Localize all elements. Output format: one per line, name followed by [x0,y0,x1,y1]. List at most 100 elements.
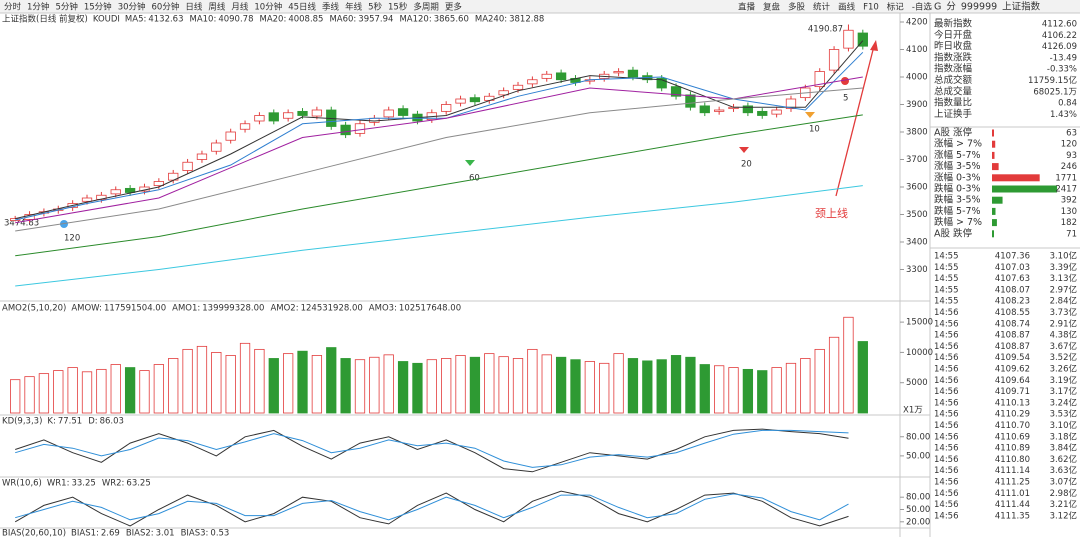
candle-body [297,110,308,116]
volume-bar [182,348,193,414]
candle-body [153,181,164,187]
toolbar-button[interactable]: F10 [863,3,879,13]
volume-bar [627,358,639,414]
tick-amount: 3.26亿 [1050,364,1077,375]
stat-value: 4126.09 [1042,42,1077,52]
period-tab[interactable]: 5秒 [368,2,382,13]
toolbar-button[interactable]: 统计 [813,2,831,13]
period-tab[interactable]: 更多 [445,2,463,13]
legend-value: 0.53 [210,529,229,537]
tick-time: 14:55 [934,263,959,273]
period-tab[interactable]: 月线 [231,2,249,13]
period-tab[interactable]: 周线 [208,2,226,13]
dist-label: 跌幅 5-7% [934,205,981,217]
toolbar-button[interactable]: 直播 [738,2,756,13]
volume-bar [383,354,394,414]
period-tab[interactable]: 1分钟 [27,2,49,13]
period-tab[interactable]: 45日线 [288,2,316,13]
indicator-line [15,429,849,468]
legend-value: 86.03 [100,417,124,427]
tick-price: 4110.29 [995,410,1030,420]
period-tab[interactable]: 季线 [322,2,340,13]
toolbar-button[interactable]: -自选 [912,2,933,13]
tick-amount: 3.62亿 [1050,454,1077,465]
period-tab[interactable]: 15分钟 [84,2,112,13]
tick-time: 14:56 [934,489,959,499]
tick-time: 14:56 [934,376,959,386]
tick-price: 4107.36 [995,252,1030,262]
candle-body [857,32,868,47]
period-label: 10 [809,125,820,135]
candle-body [742,105,754,114]
tick-price: 4111.44 [995,500,1030,510]
stat-label: 总成交额 [934,74,973,86]
tick-amount: 3.21亿 [1050,499,1077,510]
toolbar-button[interactable]: 多股 [788,2,806,13]
period-tab[interactable]: 10分钟 [254,2,282,13]
legend-name: MA10: [190,15,217,25]
tick-price: 4108.74 [995,319,1030,329]
candle-body [441,104,452,112]
dist-count: 246 [1061,162,1077,172]
period-label: 20 [741,160,752,170]
volume-bar [254,348,265,414]
tick-amount: 3.67亿 [1050,341,1077,352]
candle-body [541,73,552,79]
candle-body [268,112,279,122]
marker [805,112,815,118]
tick-amount: 3.07亿 [1050,477,1077,488]
volume-bar [613,353,624,414]
period-tab[interactable]: 分时 [4,2,22,13]
stat-label: 指数涨幅 [934,63,973,75]
ma-line [15,114,863,257]
volume-bar [656,359,667,414]
candle-body [211,142,222,152]
period-tab[interactable]: 30分钟 [118,2,146,13]
tick-amount: 3.10亿 [1050,251,1077,262]
tick-time: 14:56 [934,319,959,329]
y-tick-label: 3400 [906,238,928,248]
tick-price: 4110.13 [995,398,1030,408]
tick-time: 14:56 [934,478,959,488]
legend-value: 77.51 [58,417,82,427]
tick-price: 4110.70 [995,421,1030,431]
period-tab[interactable]: 15秒 [388,2,408,13]
y-tick-label: 4100 [906,45,928,55]
legend-value: 3812.88 [509,15,544,25]
volume-bar [397,361,409,414]
period-tab[interactable]: 年线 [345,2,363,13]
tick-amount: 2.98亿 [1050,488,1077,499]
dist-count: 182 [1061,218,1077,228]
legend-name: MA120: [399,15,431,25]
dist-count: 63 [1066,129,1077,139]
period-tab[interactable]: 60分钟 [152,2,180,13]
tick-amount: 3.19亿 [1050,375,1077,386]
panel-title: KD(9,3,3) [2,417,42,427]
volume-bar [742,368,754,414]
volume-bar [728,367,739,414]
candle-body [555,72,567,81]
period-tab[interactable]: 日线 [185,2,203,13]
period-tab[interactable]: 多周期 [413,2,439,13]
volume-bar [843,316,854,414]
candle-body [254,115,265,122]
toolbar-button[interactable]: 标记 [887,2,905,13]
dist-bar [992,207,996,215]
toolbar-button[interactable]: 画线 [838,2,856,13]
toolbar-button[interactable]: 复盘 [763,2,781,13]
tick-time: 14:56 [934,353,959,363]
dist-label: A股 跌停 [934,227,973,239]
ma-line [15,87,863,232]
marker [841,77,849,85]
stat-value: 11759.15亿 [1028,75,1077,86]
y-tick-label: 50.00 [906,451,930,461]
y-tick-label: 5000 [906,378,928,388]
tick-time: 14:56 [934,432,959,442]
dist-bar [992,174,1040,182]
tick-price: 4108.87 [995,342,1030,352]
volume-bar [297,350,308,414]
period-tab[interactable]: 5分钟 [55,2,77,13]
volume-bar [124,367,136,414]
tick-price: 4107.03 [995,263,1030,273]
dist-bar [992,196,1003,204]
